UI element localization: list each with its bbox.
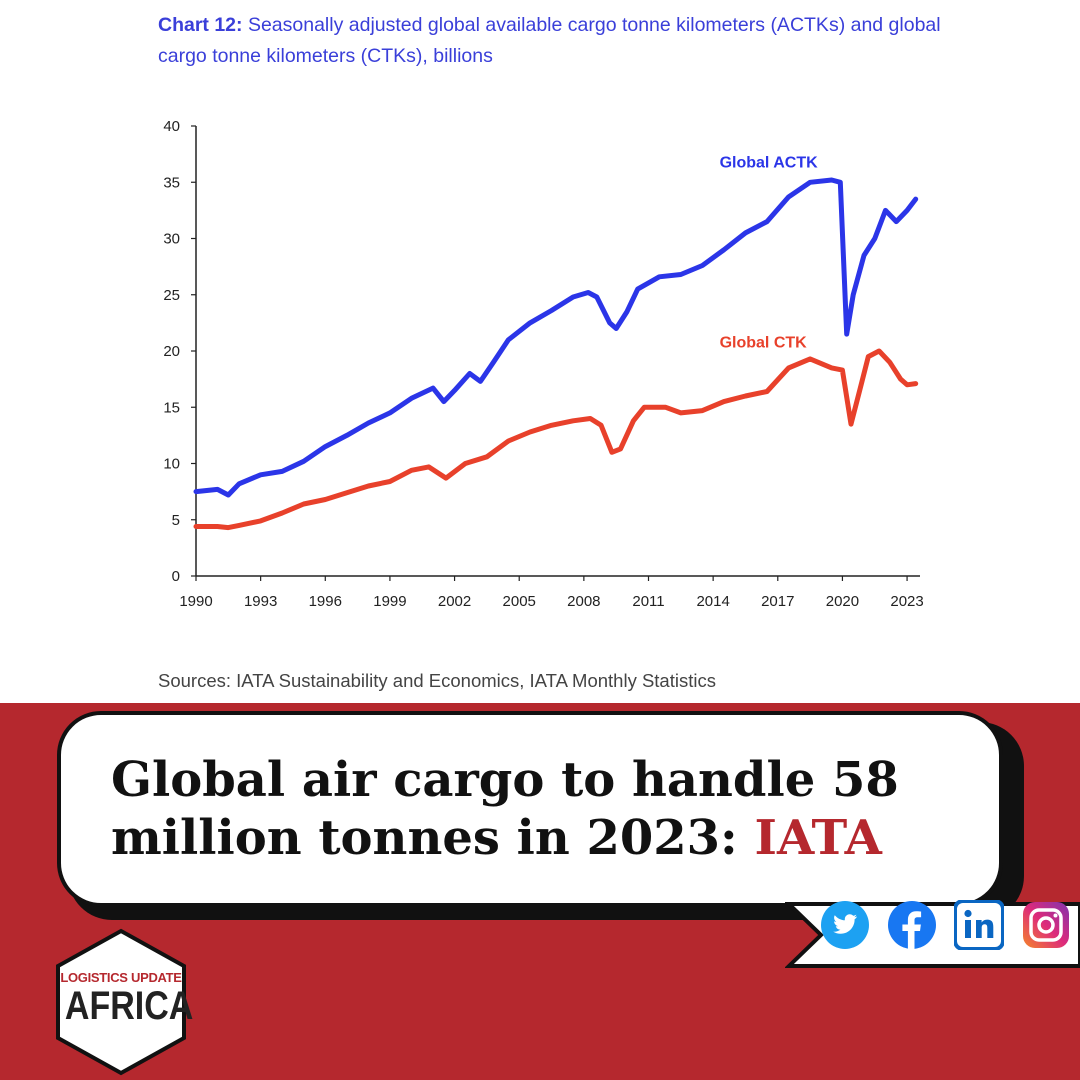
chart-title-prefix: Chart 12:: [158, 14, 243, 36]
y-tick-label: 25: [163, 287, 180, 304]
chart-source: Sources: IATA Sustainability and Economi…: [158, 670, 716, 691]
chart-title-text: Seasonally adjusted global available car…: [158, 14, 941, 67]
y-tick-label: 35: [163, 174, 180, 191]
x-tick-label: 2008: [567, 593, 600, 610]
y-tick-label: 20: [163, 343, 180, 360]
logo-hexagon: [56, 928, 186, 1076]
line-chart: 0 5 10 15 20 25 30 35 40 1990 1993 1996 1999 2002 2005…: [163, 118, 923, 610]
linkedin-icon[interactable]: [954, 900, 1004, 950]
x-tick-label: 2014: [696, 593, 729, 610]
headline-box: Global air cargo to handle 58 million ton…: [57, 711, 1003, 907]
x-tick-label: 2020: [826, 593, 859, 610]
global-actk-label: Global ACTK: [720, 155, 819, 172]
y-tick-label: 30: [163, 231, 180, 248]
chart-axes: [195, 126, 920, 577]
chart-series-labels: Global ACTK Global CTK: [720, 155, 819, 352]
global-actk-line: [193, 177, 919, 498]
y-tick-label: 5: [172, 512, 180, 529]
headline: Global air cargo to handle 58 million ton…: [111, 751, 971, 867]
facebook-icon[interactable]: [887, 900, 937, 950]
twitter-icon[interactable]: [820, 900, 870, 950]
chart-series: [193, 177, 919, 531]
y-tick-label: 0: [172, 568, 180, 585]
x-tick-label: 1999: [373, 593, 406, 610]
y-tick-label: 10: [163, 456, 180, 473]
x-tick-label: 1996: [309, 593, 342, 610]
global-ctk-label: Global CTK: [720, 335, 808, 352]
headline-line1: Global air cargo to handle 58: [111, 752, 899, 808]
x-tick-label: 2011: [632, 593, 664, 610]
x-tick-label: 2023: [890, 593, 923, 610]
social-bar: [785, 900, 1080, 970]
chart-title: Chart 12: Seasonally adjusted global ava…: [158, 10, 958, 72]
y-tick-label: 40: [163, 118, 180, 135]
logo-bottom-text: AFRICA: [64, 984, 194, 1028]
y-tick-label: 15: [163, 399, 180, 416]
headline-accent: IATA: [754, 810, 882, 866]
instagram-icon[interactable]: [1021, 900, 1071, 950]
x-tick-label: 2002: [438, 593, 471, 610]
chart-ticks: 0 5 10 15 20 25 30 35 40 1990 1993 1996 1999 2002 2005…: [163, 118, 923, 610]
x-tick-label: 1993: [244, 593, 277, 610]
global-ctk-line: [193, 348, 919, 531]
logo-top-text: LOGISTICS UPDATE: [60, 970, 182, 985]
x-tick-label: 2017: [761, 593, 794, 610]
x-tick-label: 1990: [179, 593, 212, 610]
headline-line2: million tonnes in 2023:: [111, 810, 755, 866]
x-tick-label: 2005: [503, 593, 536, 610]
logistics-update-africa-logo: LOGISTICS UPDATE AFRICA: [55, 928, 194, 1076]
